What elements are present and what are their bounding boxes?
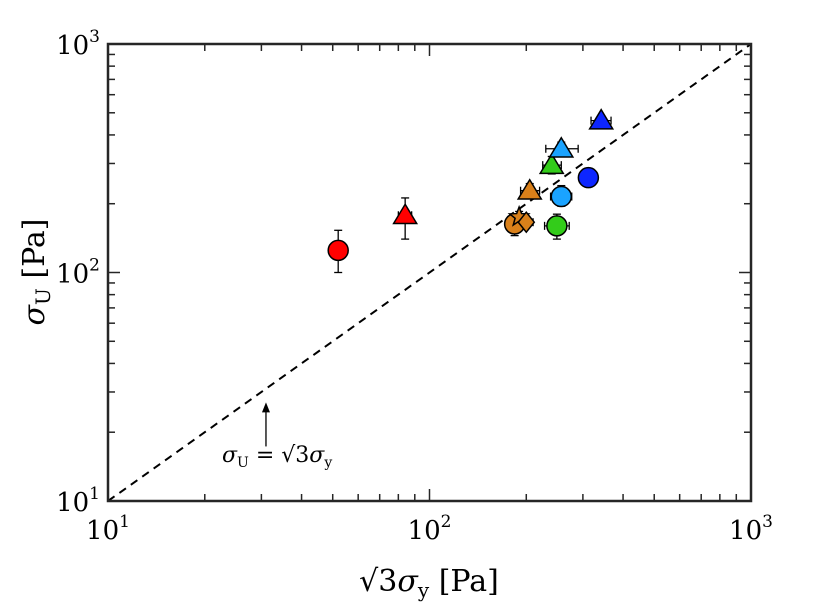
- tick-labels: 101 102 103 101 102 103: [56, 27, 773, 546]
- plot-frame: [106, 42, 753, 503]
- data-point-triangle: [588, 108, 615, 130]
- y-axis-label-sub: U: [31, 288, 55, 305]
- x-tick-label: 103: [729, 512, 773, 546]
- reference-line-annotation: σU = √3σy: [222, 443, 332, 471]
- x-tick-label: 102: [408, 512, 452, 546]
- data-point-circle: [327, 239, 349, 262]
- annotation-arrowhead: [261, 402, 270, 413]
- annotation-rhs-sigma: σ: [309, 443, 325, 468]
- x-axis-label: √3σy [Pa]: [359, 564, 499, 602]
- reference-line: [107, 43, 752, 502]
- y-tick-label: 101: [56, 484, 100, 518]
- x-axis-label-unit: [Pa]: [429, 564, 499, 599]
- x-tick-label: 101: [86, 512, 130, 546]
- annotation-rhs-sub: y: [323, 455, 332, 471]
- annotation-equals: =: [249, 443, 281, 468]
- y-tick-label: 102: [56, 256, 100, 290]
- x-axis-label-sub: y: [417, 578, 430, 602]
- y-axis-label-sigma: σ: [17, 304, 52, 326]
- data-point-triangle: [392, 202, 419, 225]
- data-point-diamond: [517, 211, 536, 234]
- x-axis-label-root: √3: [359, 564, 397, 599]
- data-point-circle: [550, 185, 573, 208]
- y-tick-label: 103: [56, 27, 100, 61]
- y-axis-label: σU [Pa]: [17, 218, 55, 325]
- data-point-triangle: [516, 178, 543, 200]
- y-axis-label-unit: [Pa]: [17, 218, 52, 288]
- annotation-lhs-sigma: σ: [222, 443, 238, 468]
- data-point-triangle: [548, 136, 575, 158]
- data-point-circle: [546, 215, 568, 237]
- reference-line-group: [107, 43, 752, 502]
- annotation-root: √3: [281, 443, 309, 468]
- data-markers: [327, 108, 615, 262]
- annotation-group: [261, 402, 270, 447]
- x-axis-label-sigma: σ: [397, 564, 419, 599]
- data-point-triangle: [538, 152, 565, 175]
- data-point-circle: [577, 166, 600, 189]
- annotation-lhs-sub: U: [237, 455, 249, 471]
